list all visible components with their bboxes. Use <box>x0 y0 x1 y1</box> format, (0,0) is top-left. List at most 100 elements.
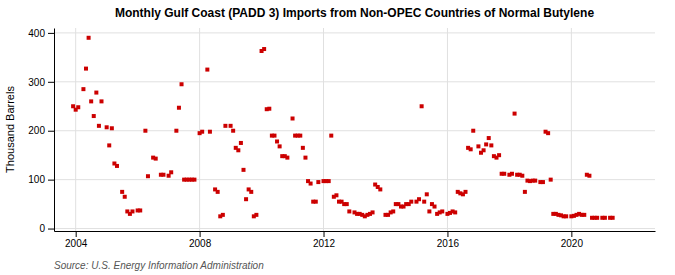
point <box>123 195 127 199</box>
point <box>180 82 184 86</box>
x-tick: 2016 <box>437 231 460 249</box>
x-tick: 2012 <box>313 231 336 249</box>
point <box>229 124 233 128</box>
point <box>262 47 266 51</box>
x-tick-mark <box>200 231 201 237</box>
point <box>371 210 375 214</box>
point <box>231 129 235 133</box>
y-tick-label: 300 <box>28 77 45 88</box>
point <box>249 190 253 194</box>
point <box>513 112 517 116</box>
x-tick-label: 2016 <box>437 238 460 249</box>
point <box>167 174 171 178</box>
point <box>221 213 225 217</box>
y-tick: 100 <box>28 174 54 185</box>
x-tick-mark <box>324 231 325 237</box>
x-tick-label: 2004 <box>65 238 88 249</box>
y-tick: 200 <box>28 125 54 136</box>
y-tick: 300 <box>28 77 54 88</box>
point <box>239 141 243 145</box>
grid-line <box>571 28 572 231</box>
point <box>314 200 318 204</box>
grid-line <box>54 228 655 229</box>
y-tick: 0 <box>39 223 54 234</box>
grid-line <box>75 28 76 231</box>
point <box>97 124 101 128</box>
point <box>482 148 486 152</box>
point <box>254 213 258 217</box>
point <box>169 170 173 174</box>
x-tick-mark <box>447 231 448 237</box>
point <box>291 116 295 120</box>
title: Monthly Gulf Coast (PADD 3) Imports from… <box>115 6 594 20</box>
y-tick-label: 200 <box>28 125 45 136</box>
point <box>105 125 109 129</box>
x-tick-mark <box>571 231 572 237</box>
x-tick: 2020 <box>561 231 584 249</box>
point <box>275 139 279 143</box>
point <box>425 192 429 196</box>
point <box>409 200 413 204</box>
point <box>489 143 493 147</box>
point <box>440 209 444 213</box>
point <box>510 172 514 176</box>
point <box>99 99 103 103</box>
point <box>71 104 75 108</box>
point <box>301 146 305 150</box>
y-tick-mark <box>48 82 54 83</box>
point <box>595 216 599 220</box>
chart-container: 200420082012201620200100200300400Monthly… <box>0 0 675 275</box>
point <box>89 99 93 103</box>
point <box>309 182 313 186</box>
y-tick-label: 0 <box>39 223 45 234</box>
point <box>285 156 289 160</box>
grid-line <box>54 32 655 33</box>
point <box>327 179 331 183</box>
y-tick-label: 400 <box>28 28 45 39</box>
point <box>84 67 88 71</box>
point <box>115 164 119 168</box>
point <box>378 187 382 191</box>
point <box>208 130 212 134</box>
point <box>94 91 98 95</box>
point <box>391 209 395 213</box>
x-tick-label: 2020 <box>561 238 584 249</box>
y-axis-line <box>54 29 55 232</box>
point <box>463 190 467 194</box>
x-axis: 20042008201220162020 <box>55 231 656 249</box>
chart-svg: 200420082012201620200100200300400Monthly… <box>0 0 675 275</box>
point <box>107 143 111 147</box>
grid-line <box>199 28 200 231</box>
x-tick-label: 2012 <box>313 238 336 249</box>
point <box>433 205 437 209</box>
point <box>417 197 421 201</box>
point <box>420 104 424 108</box>
point <box>603 216 607 220</box>
point <box>476 144 480 148</box>
point <box>533 179 537 183</box>
point <box>146 174 150 178</box>
point <box>303 156 307 160</box>
point <box>549 178 553 182</box>
point <box>138 208 142 212</box>
point <box>110 126 114 130</box>
point <box>427 209 431 213</box>
point <box>92 114 96 118</box>
point <box>130 209 134 213</box>
point <box>205 68 209 72</box>
plot-area: 200420082012201620200100200300400 <box>28 28 655 250</box>
point <box>487 136 491 140</box>
x-tick: 2004 <box>65 231 88 249</box>
point <box>242 168 246 172</box>
point <box>161 173 165 177</box>
point <box>422 200 426 204</box>
point <box>120 190 124 194</box>
point <box>546 131 550 135</box>
point <box>541 180 545 184</box>
point <box>76 105 80 109</box>
point <box>87 36 91 40</box>
y-tick-label: 100 <box>28 174 45 185</box>
point <box>587 174 591 178</box>
y-tick: 400 <box>28 28 54 39</box>
point <box>347 209 351 213</box>
